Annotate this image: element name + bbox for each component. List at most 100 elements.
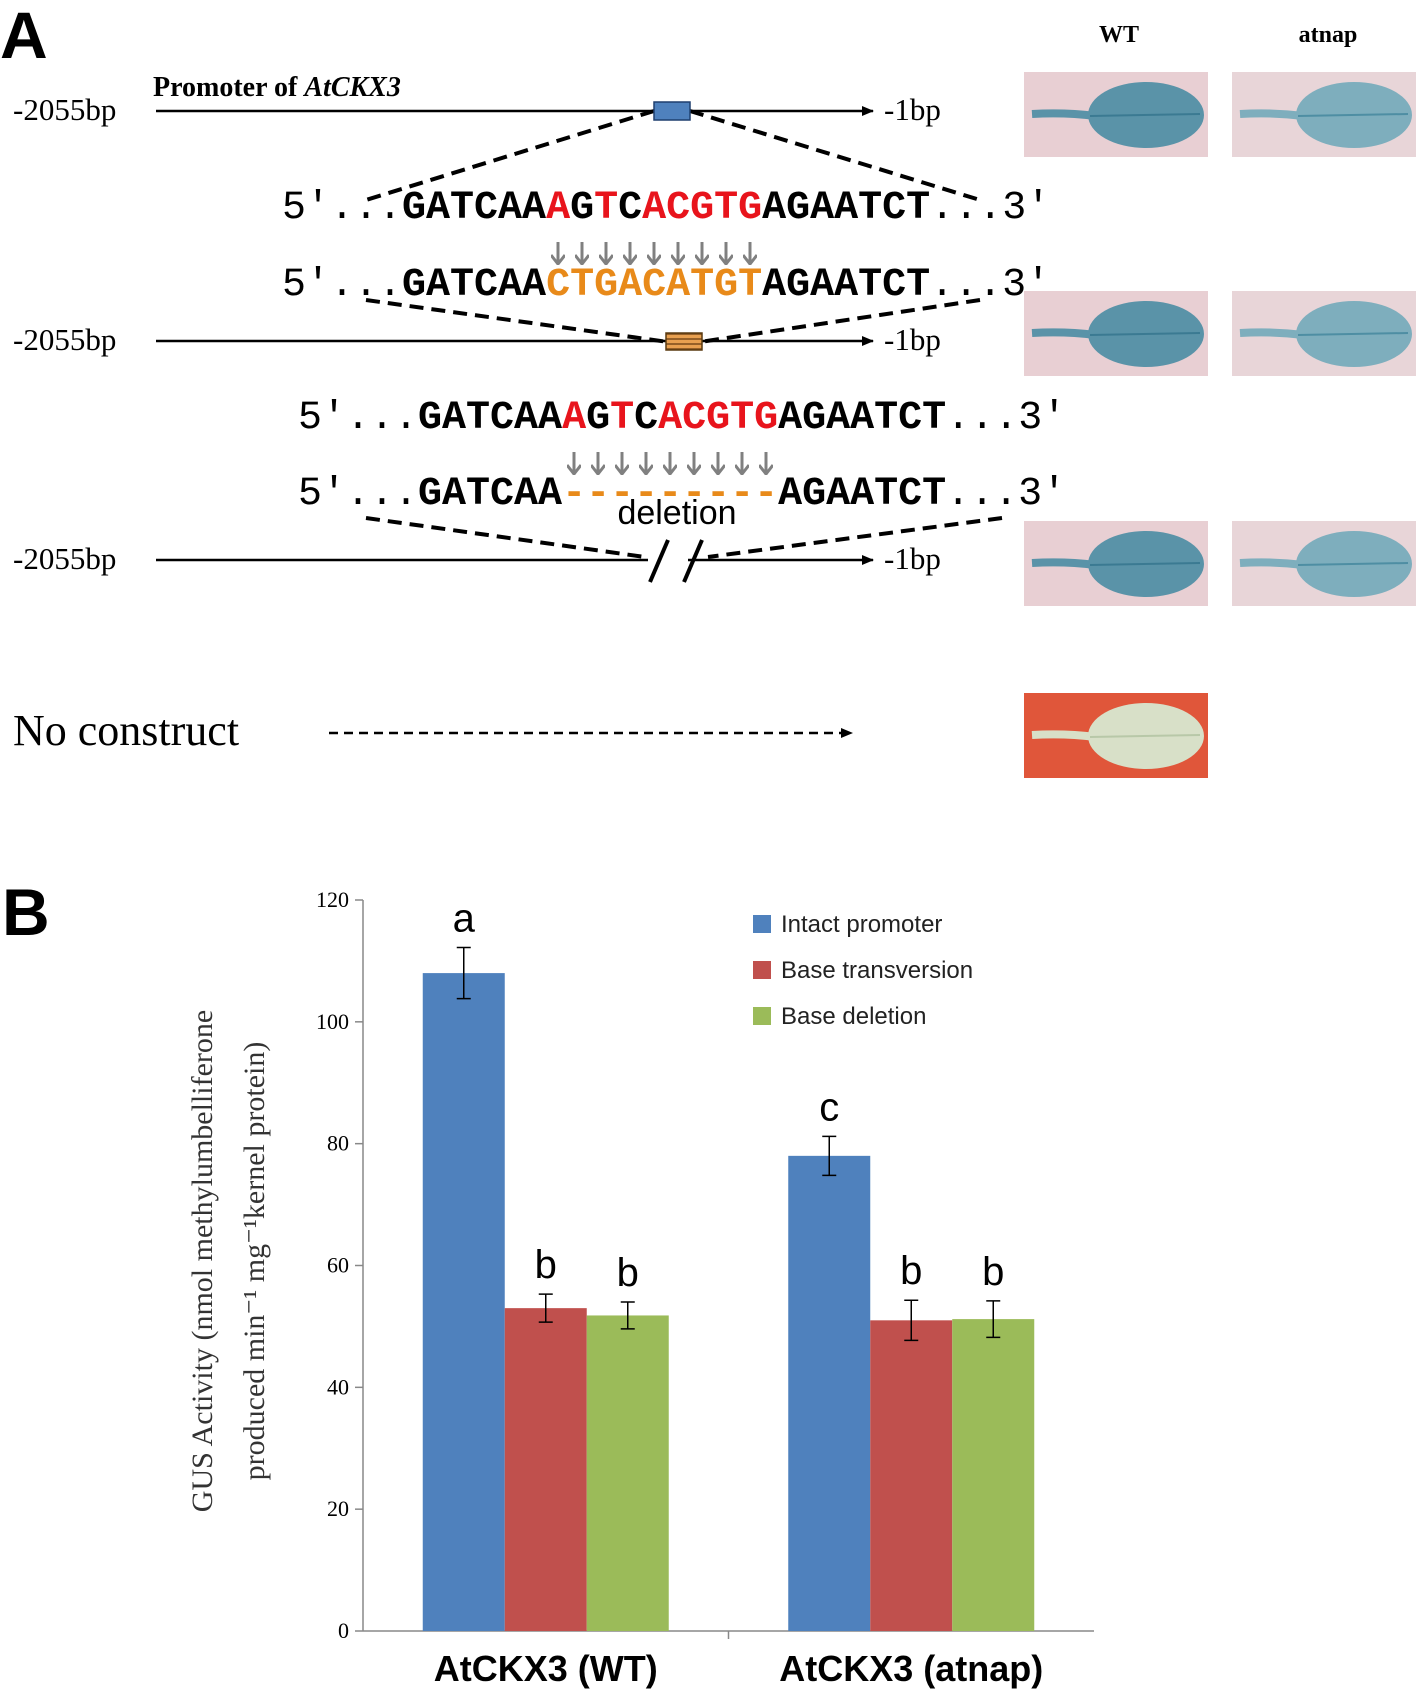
sequence-part: T: [610, 396, 634, 441]
sequence-part: A: [546, 186, 570, 231]
error-bar: [986, 1300, 1001, 1339]
row-end: -1bp: [884, 322, 941, 357]
y-tick-label: 100: [316, 1009, 349, 1034]
leaf-stem: [1239, 109, 1305, 120]
y-tick-label: 40: [327, 1374, 349, 1399]
row-start: -2055bp: [13, 541, 116, 576]
leaf-photos: [1024, 72, 1416, 778]
y-axis-label: produced min⁻¹ mg⁻¹kernel protein): [238, 1042, 271, 1481]
column-header: atnap: [1299, 22, 1358, 48]
significance-letter: b: [982, 1250, 1004, 1294]
bar: [586, 1315, 669, 1631]
sequence-part: GATCAA: [418, 472, 562, 517]
sequence-suffix: ...3′: [946, 396, 1066, 441]
error-bar: [456, 946, 471, 1000]
leaf-stem: [1031, 328, 1097, 339]
error-bar: [538, 1293, 553, 1323]
leaf-stem: [1031, 558, 1097, 569]
sequence-part: A: [562, 396, 586, 441]
y-axis-label: GUS Activity (nmol methylumbelliferone: [186, 1010, 219, 1512]
sequence-part: T: [594, 186, 618, 231]
sequence-part: C: [634, 396, 658, 441]
deletion-label: deletion: [617, 494, 736, 532]
leaf-stem: [1239, 328, 1305, 339]
sequence-part: G: [586, 396, 610, 441]
bar-chart: 0 20 40 60 80 100 120 GUS Activity (nmol methyl…: [186, 887, 1094, 1689]
sequences: 5′...GATCAAAGTCACGTGAGAATCT...3′5′...GAT…: [282, 186, 1066, 517]
sequence-part: CTGACATGT: [546, 263, 762, 308]
y-tick-label: 60: [327, 1253, 349, 1278]
leaf-stem: [1031, 730, 1097, 741]
row-end: -1bp: [884, 541, 941, 576]
sequence-part: ACGTG: [658, 396, 778, 441]
x-tick-label: AtCKX3 (WT): [434, 1648, 658, 1689]
y-tick-label: 0: [338, 1618, 349, 1643]
error-bar: [822, 1135, 837, 1177]
leaf-vein: [1089, 332, 1201, 336]
leaf-vein: [1089, 113, 1201, 117]
sequence-part: AGAATCT: [778, 472, 946, 517]
sequence-part: AGAATCT: [762, 263, 930, 308]
no-construct-label: No construct: [13, 706, 239, 755]
mutated-box: [665, 332, 703, 351]
sequence: 5′...GATCAA---------AGAATCT...3′: [298, 472, 1066, 517]
significance-letter: a: [453, 897, 476, 941]
legend-swatch: [753, 915, 771, 933]
break-mark: [648, 539, 670, 583]
row-start: -2055bp: [13, 322, 116, 357]
legend-swatch: [753, 961, 771, 979]
bar: [504, 1308, 587, 1631]
sequence-suffix: ...3′: [930, 186, 1050, 231]
x-tick-label: AtCKX3 (atnap): [779, 1648, 1043, 1689]
sequence-part: GATCAA: [402, 186, 546, 231]
significance-letter: b: [617, 1251, 639, 1295]
leaf-vein: [1089, 734, 1201, 738]
sequence-part: ACGTG: [642, 186, 762, 231]
sequence: 5′...GATCAAAGTCACGTGAGAATCT...3′: [282, 186, 1050, 231]
sequence-prefix: 5′...: [282, 263, 402, 308]
bar: [788, 1155, 871, 1631]
break-mark: [682, 539, 704, 583]
column-header: WT: [1099, 22, 1139, 48]
sequence-part: AGAATCT: [762, 186, 930, 231]
error-bar: [904, 1299, 919, 1342]
element-box: [653, 101, 691, 121]
leaf-vein: [1089, 562, 1201, 566]
sequence-part: AGAATCT: [778, 396, 946, 441]
sequence-prefix: 5′...: [298, 472, 418, 517]
promoter-rows: -2055bp -1bp -2055bp -1bp -2055bp -1bp: [13, 92, 941, 576]
leaf-stem: [1239, 558, 1305, 569]
sequence-part: G: [570, 186, 594, 231]
legend-swatch: [753, 1007, 771, 1025]
legend-label: Intact promoter: [781, 911, 942, 938]
significance-letter: c: [819, 1085, 839, 1129]
leaf-vein: [1297, 113, 1409, 117]
panel-label: A: [0, 0, 48, 72]
significance-letter: b: [535, 1243, 557, 1287]
panel-label: B: [2, 875, 50, 949]
y-tick-label: 80: [327, 1131, 349, 1156]
sequence: 5′...GATCAACTGACATGTAGAATCT...3′: [282, 263, 1050, 308]
sequence-part: GATCAA: [402, 263, 546, 308]
leaf-vein: [1297, 332, 1409, 336]
connectors: [365, 109, 1003, 559]
legend-label: Base transversion: [781, 957, 973, 984]
row-end: -1bp: [884, 92, 941, 127]
substitution-arrows: [558, 242, 766, 474]
error-bar: [620, 1301, 635, 1330]
leaf-vein: [1297, 562, 1409, 566]
bar: [952, 1319, 1035, 1631]
sequence-part: GATCAA: [418, 396, 562, 441]
bar: [870, 1320, 953, 1631]
y-tick-label: 20: [327, 1496, 349, 1521]
bar: [422, 973, 505, 1631]
leaf-stem: [1031, 109, 1097, 120]
sequence-part: C: [618, 186, 642, 231]
row-start: -2055bp: [13, 92, 116, 127]
sequence-prefix: 5′...: [298, 396, 418, 441]
significance-letter: b: [900, 1249, 922, 1293]
y-tick-label: 120: [316, 887, 349, 912]
promoter-label: Promoter of AtCKX3: [153, 72, 401, 103]
legend-label: Base deletion: [781, 1003, 926, 1030]
